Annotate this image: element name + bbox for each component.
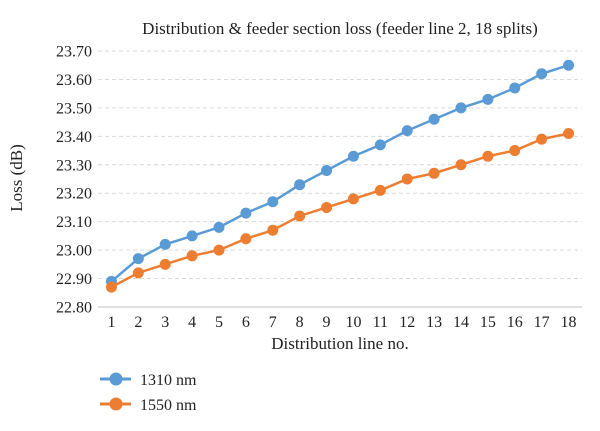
y-tick-label-23.70: 23.70	[56, 44, 92, 61]
data-point-1550nm-15	[482, 150, 494, 162]
y-axis-label: Loss (dB)	[7, 144, 26, 212]
x-tick-label-3: 3	[161, 314, 169, 331]
data-point-1310nm-7	[267, 196, 279, 208]
y-tick-label-23.40: 23.40	[56, 129, 92, 146]
data-point-1310nm-13	[428, 113, 440, 125]
x-tick-label-7: 7	[269, 314, 277, 331]
x-tick-label-8: 8	[296, 314, 304, 331]
x-tick-label-2: 2	[134, 314, 142, 331]
data-point-1310nm-8	[294, 179, 306, 191]
x-tick-label-13: 13	[426, 314, 442, 331]
data-point-1550nm-7	[267, 224, 279, 236]
data-point-1310nm-5	[213, 221, 225, 233]
x-tick-label-9: 9	[323, 314, 331, 331]
x-axis-label: Distribution line no.	[271, 334, 408, 353]
data-point-1310nm-11	[374, 139, 386, 151]
y-tick-label-22.80: 22.80	[56, 300, 92, 317]
y-tick-label-22.90: 22.90	[56, 271, 92, 288]
series-line-1310nm	[110, 64, 569, 283]
data-point-1550nm-6	[240, 233, 252, 245]
data-point-1550nm-14	[455, 159, 467, 171]
x-tick-label-16: 16	[507, 314, 523, 331]
data-point-1550nm-18	[563, 127, 575, 139]
grid-lines	[98, 50, 582, 280]
data-point-1310nm-3	[159, 238, 171, 250]
x-tick-label-14: 14	[453, 314, 469, 331]
series-layer	[105, 59, 575, 293]
data-point-1550nm-1	[105, 281, 117, 293]
data-point-1550nm-11	[374, 184, 386, 196]
series-line-1550nm	[110, 132, 569, 289]
y-tick-label-23.20: 23.20	[56, 186, 92, 203]
x-tick-label-12: 12	[399, 314, 415, 331]
x-tick-label-1: 1	[107, 314, 115, 331]
data-point-1310nm-17	[536, 68, 548, 80]
data-point-1550nm-10	[347, 193, 359, 205]
y-tick-label-23.30: 23.30	[56, 157, 92, 174]
data-point-1550nm-2	[132, 267, 144, 279]
data-point-1310nm-10	[347, 150, 359, 162]
data-point-1310nm-14	[455, 102, 467, 114]
x-tick-label-18: 18	[561, 314, 577, 331]
x-tick-label-17: 17	[534, 314, 550, 331]
chart-title: Distribution & feeder section loss (feed…	[142, 19, 538, 38]
legend: 1310 nm 1550 nm	[100, 372, 197, 414]
data-point-1550nm-4	[186, 250, 198, 262]
data-point-1310nm-12	[401, 125, 413, 137]
x-tick-label-6: 6	[242, 314, 250, 331]
data-point-1550nm-16	[509, 145, 521, 157]
x-tick-label-4: 4	[188, 314, 196, 331]
data-point-1550nm-13	[428, 167, 440, 179]
data-point-1550nm-12	[401, 173, 413, 185]
data-point-1550nm-8	[294, 210, 306, 222]
legend-marker-1550nm	[109, 397, 123, 411]
legend-label-1550nm: 1550 nm	[140, 397, 197, 414]
y-tick-label-23.10: 23.10	[56, 214, 92, 231]
data-point-1550nm-5	[213, 244, 225, 256]
y-tick-label-23.50: 23.50	[56, 100, 92, 117]
data-point-1310nm-6	[240, 207, 252, 219]
y-tick-label-23.60: 23.60	[56, 72, 92, 89]
y-tick-labels: 22.80 22.90 23.00 23.10 23.20 23.30 23.40 23.50…	[56, 44, 92, 317]
data-point-1310nm-4	[186, 230, 198, 242]
data-point-1550nm-17	[536, 133, 548, 145]
x-tick-label-15: 15	[480, 314, 496, 331]
data-point-1310nm-18	[563, 59, 575, 71]
x-tick-labels: 1 2 3 4 5 6 7 8 9 10 11 12 13 14 15 16 17 18	[107, 314, 576, 331]
x-tick-label-11: 11	[373, 314, 388, 331]
data-point-1310nm-2	[132, 253, 144, 265]
data-point-1310nm-15	[482, 93, 494, 105]
legend-label-1310nm: 1310 nm	[140, 372, 197, 389]
y-tick-label-23.00: 23.00	[56, 243, 92, 260]
data-point-1550nm-9	[321, 201, 333, 213]
data-point-1310nm-9	[321, 164, 333, 176]
x-tick-label-5: 5	[215, 314, 223, 331]
x-tick-label-10: 10	[345, 314, 361, 331]
legend-marker-1310nm	[109, 372, 123, 386]
data-point-1310nm-16	[509, 82, 521, 94]
data-point-1550nm-3	[159, 258, 171, 270]
